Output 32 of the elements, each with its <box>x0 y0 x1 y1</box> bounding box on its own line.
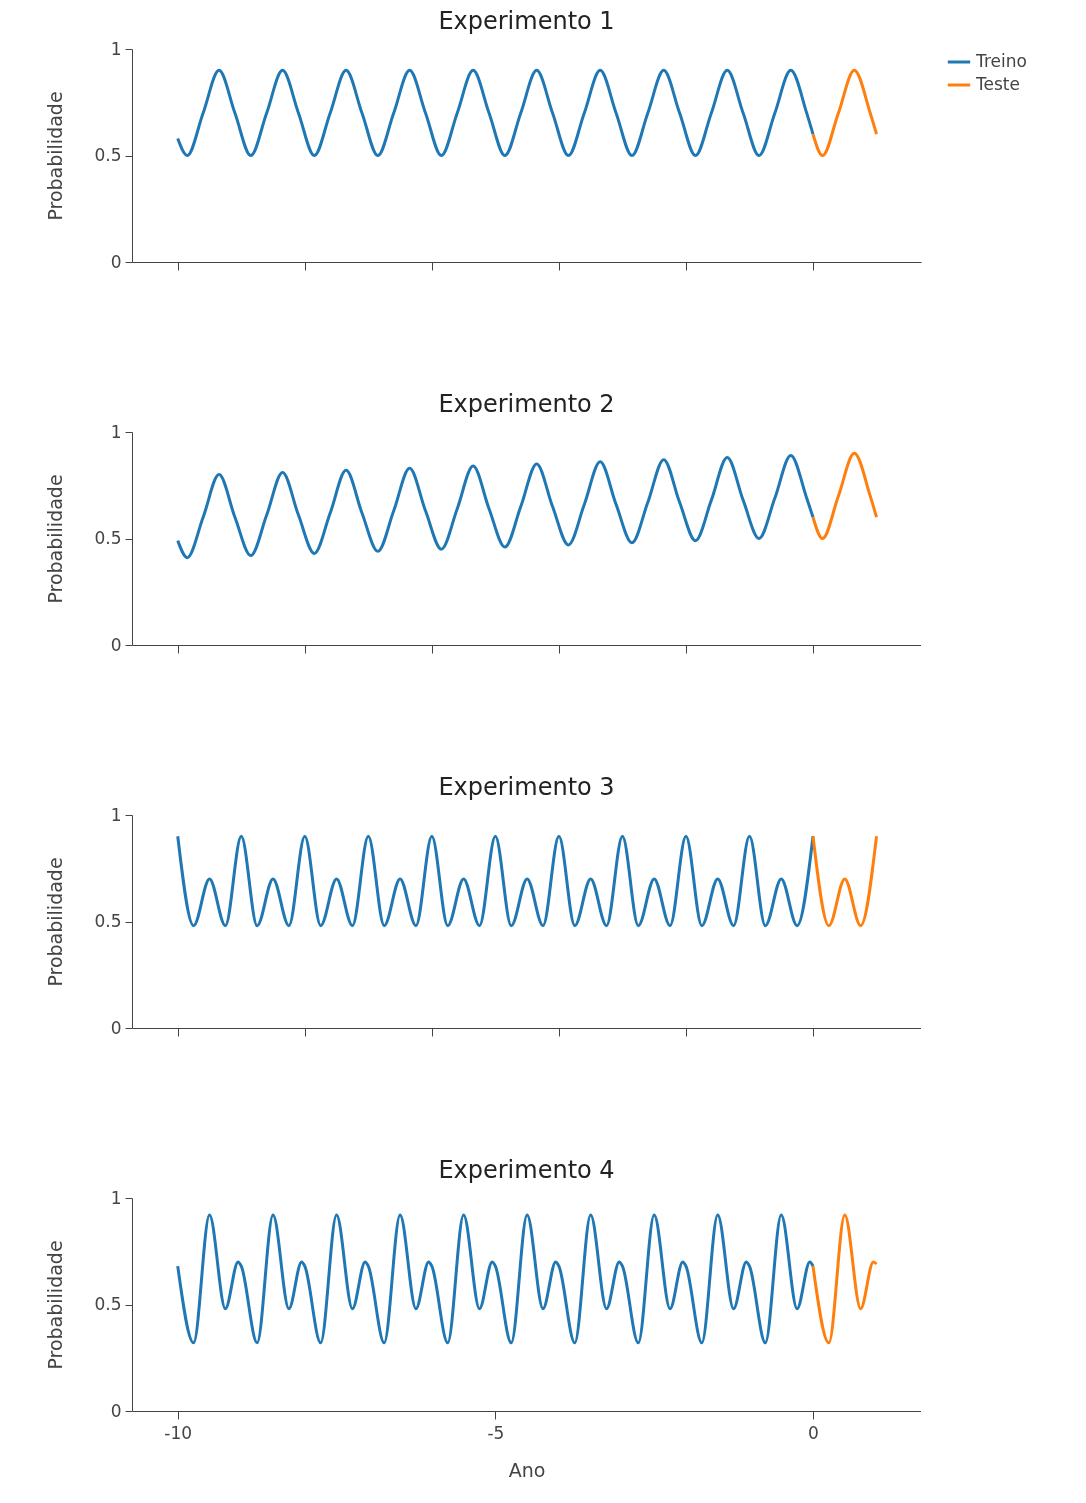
line-series <box>811 451 879 540</box>
line-series <box>176 1213 815 1345</box>
line-series <box>176 453 815 560</box>
line-series <box>176 68 815 157</box>
y-tick-label: 0 <box>110 251 122 272</box>
y-axis-title: Probabilidade <box>44 1240 67 1370</box>
line-series <box>811 68 879 157</box>
y-tick-label: 0.5 <box>94 1294 122 1314</box>
y-tick-label: 1 <box>110 38 122 59</box>
x-axis-title: Ano <box>508 1458 546 1481</box>
y-tick-label: 1 <box>110 804 122 825</box>
y-tick-label: 0.5 <box>94 528 122 548</box>
chart-title: Experimento 3 <box>438 773 615 801</box>
y-tick-label: 0 <box>110 634 122 655</box>
y-axis-title: Probabilidade <box>44 857 67 987</box>
chart-title: Experimento 4 <box>438 1156 615 1184</box>
chart-title: Experimento 1 <box>438 7 615 35</box>
y-axis-title: Probabilidade <box>44 474 67 604</box>
legend-label: Teste <box>975 74 1020 94</box>
y-axis-title: Probabilidade <box>44 91 67 221</box>
y-tick-label: 0.5 <box>94 911 122 931</box>
y-tick-label: 0 <box>110 1017 122 1038</box>
x-tick-label: 0 <box>808 1422 819 1443</box>
y-tick-label: 1 <box>110 421 122 442</box>
line-series <box>811 1213 879 1345</box>
legend-label: Treino <box>975 51 1027 71</box>
x-tick-label: -5 <box>487 1422 505 1443</box>
y-tick-label: 1 <box>110 1187 122 1208</box>
y-tick-label: 0 <box>110 1400 122 1421</box>
chart-title: Experimento 2 <box>438 390 615 418</box>
x-tick-label: -10 <box>164 1422 193 1443</box>
y-tick-label: 0.5 <box>94 145 122 165</box>
